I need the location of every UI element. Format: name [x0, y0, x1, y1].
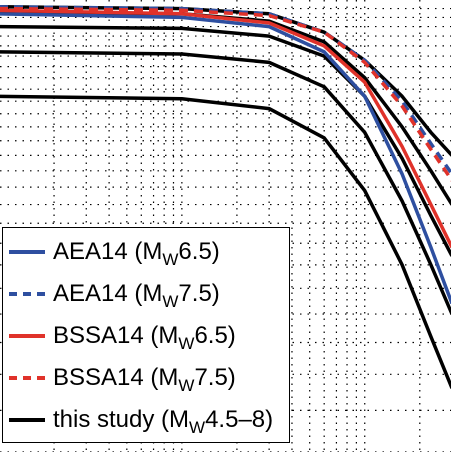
legend-label: BSSA14 (MW7.5)	[53, 364, 236, 395]
legend-swatch	[9, 292, 45, 296]
series-line-this-study	[0, 94, 451, 389]
legend: AEA14 (MW6.5) AEA14 (MW7.5) BSSA14 (MW6.…	[2, 227, 290, 443]
legend-label: BSSA14 (MW6.5)	[53, 322, 236, 353]
legend-item: AEA14 (MW7.5)	[9, 274, 220, 314]
legend-item: BSSA14 (MW7.5)	[9, 358, 236, 398]
series-line-0	[0, 12, 451, 305]
legend-item: AEA14 (MW6.5)	[9, 232, 220, 272]
series-line-this-study	[0, 50, 451, 315]
series-line-this-study	[0, 10, 451, 206]
legend-swatch	[9, 334, 45, 338]
legend-swatch	[9, 250, 45, 254]
legend-swatch	[9, 376, 45, 380]
series-line-3	[0, 6, 451, 182]
series-line-2	[0, 8, 451, 249]
legend-label: AEA14 (MW7.5)	[53, 280, 220, 311]
legend-swatch	[9, 418, 45, 422]
legend-item: this study (MW4.5–8)	[9, 400, 273, 440]
legend-label: this study (MW4.5–8)	[53, 406, 274, 437]
legend-label: AEA14 (MW6.5)	[53, 238, 220, 269]
legend-item: BSSA14 (MW6.5)	[9, 316, 236, 356]
